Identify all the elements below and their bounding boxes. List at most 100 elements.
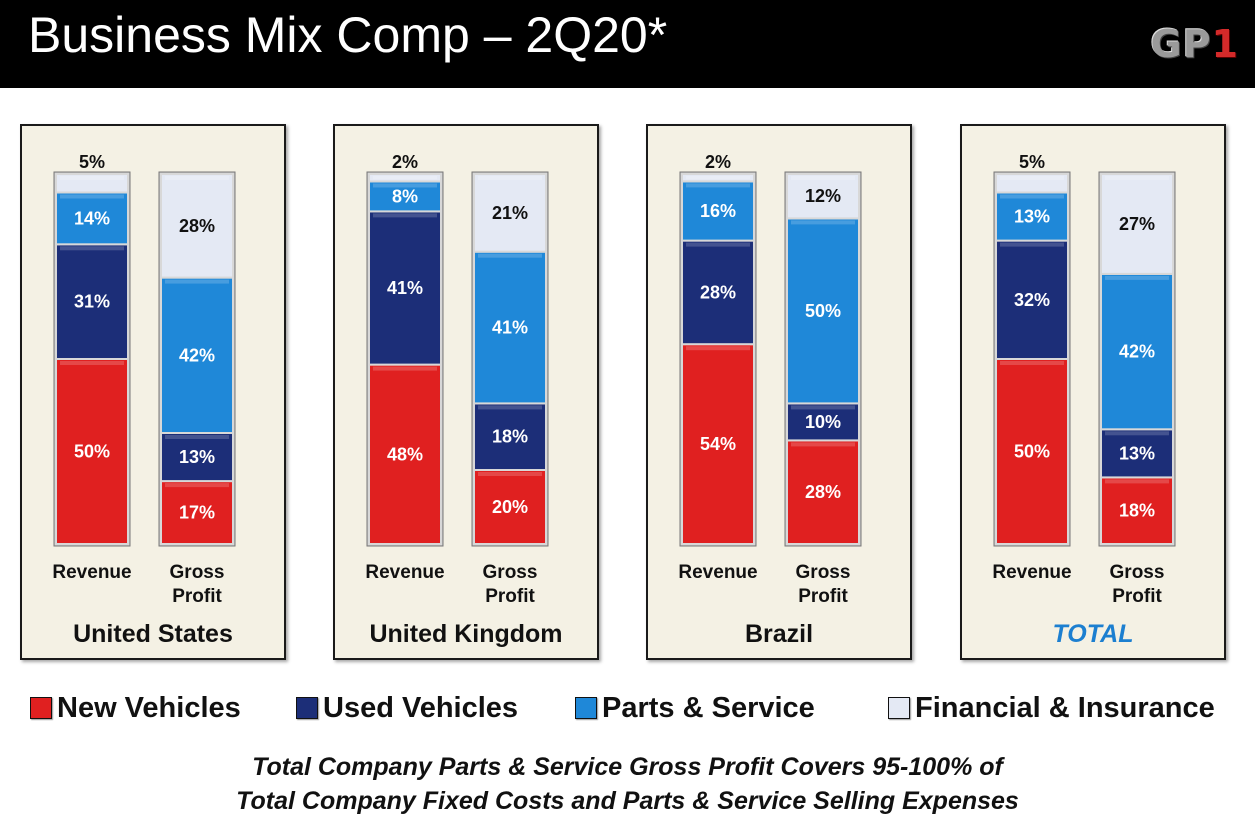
bar-segment-parts-and-service-revenue (368, 180, 442, 213)
bar-segment-financial-and-insurance-revenue (368, 173, 442, 183)
data-label-financial-and-insurance-gross-profit: 28% (179, 216, 215, 236)
footnote-line-2: Total Company Fixed Costs and Parts & Se… (236, 787, 1019, 815)
bar-segment-highlight (165, 435, 229, 439)
bar-segment-new-vehicles-revenue (681, 343, 755, 545)
data-label-parts-and-service-gross-profit: 41% (492, 318, 528, 338)
chart-panel-total: 50% 32% 13% 5% Revenue 18% 13% 42% 27% Gross Profi… (960, 124, 1226, 660)
panel-title: United States (73, 620, 233, 648)
bar-segment-highlight (373, 183, 437, 188)
legend-label: Financial & Insurance (915, 691, 1215, 724)
category-label-gross-profit: Gross (1110, 562, 1165, 583)
bar-segment-financial-and-insurance-revenue (995, 173, 1069, 194)
bar-segment-highlight (373, 176, 437, 180)
chart-panel-united-kingdom: 48% 41% 8% 2% Revenue 20% 18% 41% 21% Gross Profit… (333, 124, 599, 660)
category-label-revenue: Revenue (365, 562, 444, 583)
bar-segment-highlight (686, 176, 750, 180)
legend-swatch (888, 697, 910, 719)
category-label-gross-profit: Gross (483, 562, 538, 583)
bar-segment-highlight (165, 176, 229, 180)
data-label-financial-and-insurance-revenue: 5% (79, 152, 105, 172)
data-label-used-vehicles-gross-profit: 13% (179, 447, 215, 467)
data-label-used-vehicles-revenue: 31% (74, 292, 110, 312)
legend-label: Parts & Service (602, 691, 815, 724)
company-logo: GP1 (1151, 22, 1240, 66)
bar-segment-highlight (791, 176, 855, 180)
data-label-parts-and-service-revenue: 14% (74, 208, 110, 228)
bar-segment-highlight (1000, 361, 1064, 365)
bar-segment-highlight (1105, 176, 1169, 180)
bar-segment-parts-and-service-revenue (55, 191, 129, 246)
category-label-line2-gross-profit: Profit (1112, 586, 1162, 607)
bar-segment-used-vehicles-gross-profit (160, 432, 234, 483)
bar-segment-highlight (791, 220, 855, 225)
chart-panel-united-states: 50% 31% 14% 5% Revenue 17% 13% 42% 28% Gross Profi… (20, 124, 286, 660)
category-label-gross-profit: Gross (796, 562, 851, 583)
bar-segment-highlight (1000, 194, 1064, 199)
category-label-line2-gross-profit: Profit (172, 586, 222, 607)
bar-segment-highlight (478, 176, 542, 180)
data-label-parts-and-service-revenue: 13% (1014, 207, 1050, 227)
data-label-financial-and-insurance-revenue: 5% (1019, 152, 1045, 172)
logo-accent: 1 (1211, 22, 1239, 66)
stacked-bar-chart-united-states: 50% 31% 14% 5% Revenue 17% 13% 42% 28% Gross Profi… (52, 152, 236, 607)
bar-segment-highlight (1105, 479, 1169, 484)
data-label-parts-and-service-gross-profit: 50% (805, 301, 841, 321)
bar-segment-financial-and-insurance-gross-profit (473, 173, 547, 253)
bar-segment-highlight (60, 246, 124, 251)
bar-segment-highlight (60, 194, 124, 199)
bar-segment-highlight (60, 176, 124, 180)
stacked-bar-chart-brazil: 54% 28% 16% 2% Revenue 28% 10% 50% 12% Gross Profi… (678, 152, 862, 607)
data-label-new-vehicles-revenue: 48% (387, 444, 423, 464)
chart-panel-brazil: 54% 28% 16% 2% Revenue 28% 10% 50% 12% Gross Profi… (646, 124, 912, 660)
legend-item-parts-service: Parts & Service (575, 688, 815, 728)
bar-segment-parts-and-service-gross-profit (786, 217, 860, 405)
bar-segment-highlight (686, 242, 750, 247)
bar-segment-used-vehicles-revenue (995, 239, 1069, 360)
data-label-used-vehicles-revenue: 41% (387, 278, 423, 298)
bar-segment-highlight (478, 405, 542, 410)
data-label-new-vehicles-gross-profit: 28% (805, 482, 841, 502)
bar-segment-financial-and-insurance-revenue (55, 173, 129, 194)
data-label-new-vehicles-gross-profit: 18% (1119, 501, 1155, 521)
data-label-used-vehicles-revenue: 32% (1014, 290, 1050, 310)
bar-segment-highlight (373, 366, 437, 371)
bar-segment-financial-and-insurance-revenue (681, 173, 755, 183)
data-label-new-vehicles-revenue: 50% (74, 442, 110, 462)
category-label-gross-profit: Gross (170, 562, 225, 583)
bar-segment-highlight (1105, 275, 1169, 280)
panel-title: United Kingdom (369, 620, 563, 648)
data-label-parts-and-service-revenue: 8% (392, 186, 418, 206)
category-label-revenue: Revenue (52, 562, 131, 583)
bar-segment-new-vehicles-gross-profit (1100, 476, 1174, 545)
bar-segment-highlight (1000, 242, 1064, 247)
bar-segment-used-vehicles-revenue (368, 210, 442, 366)
bar-segment-highlight (1105, 431, 1169, 436)
bar-segment-highlight (165, 279, 229, 284)
data-label-financial-and-insurance-gross-profit: 21% (492, 203, 528, 223)
chart-legend: New Vehicles Used Vehicles Parts & Servi… (0, 688, 1255, 728)
bar-segment-new-vehicles-gross-profit (160, 480, 234, 546)
panel-title: Brazil (744, 620, 814, 648)
legend-item-used-vehicles: Used Vehicles (296, 688, 518, 728)
data-label-parts-and-service-gross-profit: 42% (1119, 342, 1155, 362)
data-label-used-vehicles-gross-profit: 18% (492, 427, 528, 447)
stacked-bar-chart-united-kingdom: 48% 41% 8% 2% Revenue 20% 18% 41% 21% Gross Profit (365, 152, 549, 607)
category-label-revenue: Revenue (992, 562, 1071, 583)
data-label-financial-and-insurance-revenue: 2% (705, 152, 731, 172)
data-label-used-vehicles-gross-profit: 10% (805, 412, 841, 432)
bar-segment-new-vehicles-gross-profit (473, 469, 547, 545)
data-label-new-vehicles-gross-profit: 20% (492, 497, 528, 517)
data-label-financial-and-insurance-gross-profit: 27% (1119, 214, 1155, 234)
slide-title: Business Mix Comp – 2Q20* (28, 7, 668, 63)
data-label-parts-and-service-gross-profit: 42% (179, 345, 215, 365)
bar-segment-highlight (686, 183, 750, 188)
header-bar: Business Mix Comp – 2Q20* GP1 (0, 0, 1255, 88)
data-label-new-vehicles-revenue: 54% (700, 434, 736, 454)
bar-segment-highlight (60, 361, 124, 365)
bar-segment-new-vehicles-revenue (995, 358, 1069, 545)
bar-segment-highlight (791, 405, 855, 410)
category-label-line2-gross-profit: Profit (485, 586, 535, 607)
bar-segment-parts-and-service-gross-profit (160, 276, 234, 434)
bar-segment-highlight (373, 213, 437, 218)
category-label-revenue: Revenue (678, 562, 757, 583)
